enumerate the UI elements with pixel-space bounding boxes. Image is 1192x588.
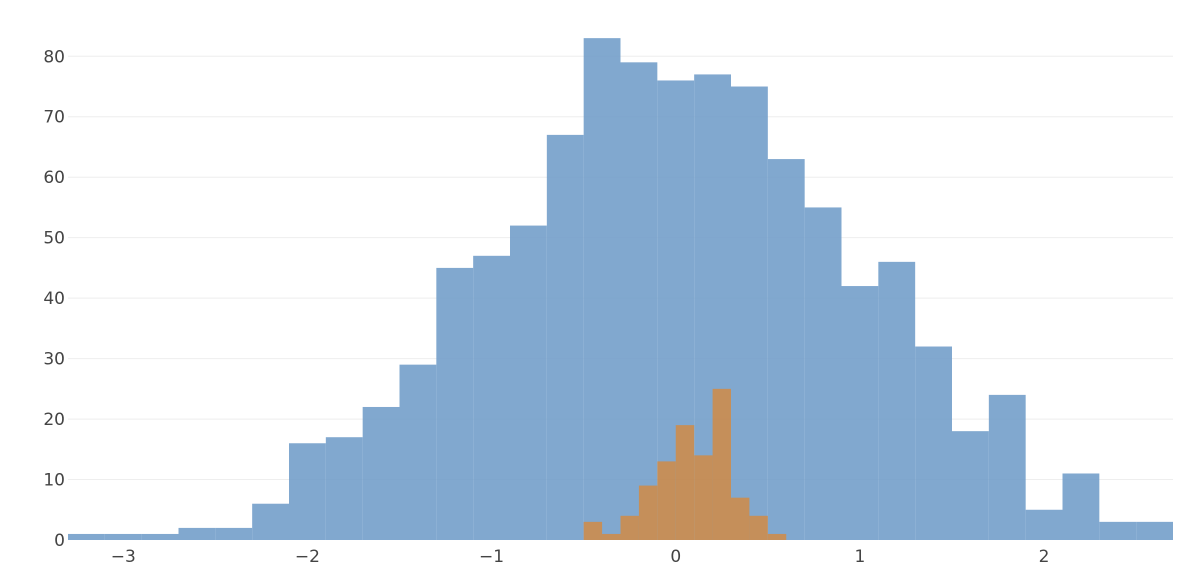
y-tick-label: 30 bbox=[43, 350, 65, 370]
histogram-bar bbox=[1062, 473, 1100, 540]
histogram-bar bbox=[141, 533, 179, 540]
y-tick-label: 80 bbox=[43, 47, 65, 67]
histogram-bar bbox=[362, 406, 400, 540]
histogram-bar bbox=[915, 346, 952, 540]
histogram-bar bbox=[1025, 509, 1063, 540]
histogram-bar bbox=[988, 394, 1026, 540]
y-tick-label: 10 bbox=[43, 471, 65, 491]
y-axis: 0 10 20 30 40 50 60 70 80 bbox=[43, 47, 65, 551]
x-tick-label: −3 bbox=[111, 547, 136, 567]
y-tick-label: 60 bbox=[43, 168, 65, 188]
histogram-bar bbox=[510, 225, 547, 540]
histogram-bar bbox=[178, 527, 216, 540]
histogram-bar bbox=[712, 388, 731, 540]
histogram-bar bbox=[767, 533, 787, 540]
histogram-bar bbox=[841, 286, 879, 540]
histogram-bar bbox=[767, 159, 805, 540]
histogram-bar bbox=[675, 425, 695, 540]
histogram-bar bbox=[731, 497, 750, 540]
histogram-bar bbox=[804, 207, 842, 540]
histogram-bar bbox=[1099, 521, 1137, 540]
x-tick-label: 0 bbox=[670, 547, 681, 567]
histogram-bar bbox=[620, 515, 639, 540]
x-tick-label: −2 bbox=[295, 547, 320, 567]
histogram-bar bbox=[952, 431, 989, 540]
histogram-bar bbox=[546, 134, 584, 540]
y-tick-label: 70 bbox=[43, 108, 65, 128]
y-tick-label: 50 bbox=[43, 229, 65, 249]
histogram-bar bbox=[583, 521, 603, 540]
histogram-bar bbox=[215, 527, 253, 540]
histogram-bar bbox=[104, 533, 142, 540]
histogram-bar bbox=[68, 533, 105, 540]
x-tick-label: 1 bbox=[855, 547, 866, 567]
x-tick-label: 2 bbox=[1039, 547, 1050, 567]
histogram-bar bbox=[657, 461, 676, 540]
histogram-bar bbox=[436, 267, 474, 540]
histogram-bar bbox=[620, 62, 658, 540]
histogram-bar bbox=[878, 261, 916, 540]
histogram-bar bbox=[602, 533, 621, 540]
histogram-bar bbox=[399, 364, 437, 540]
x-axis: −3 −2 −1 0 1 2 bbox=[111, 547, 1050, 567]
histogram-bar bbox=[1136, 521, 1173, 540]
histogram-bar bbox=[694, 455, 713, 540]
histogram-bars bbox=[68, 38, 1173, 541]
histogram-series-2 bbox=[583, 388, 787, 540]
x-tick-label: −1 bbox=[479, 547, 504, 567]
histogram-bar bbox=[749, 515, 768, 540]
histogram-bar bbox=[583, 38, 621, 541]
y-tick-label: 0 bbox=[54, 531, 65, 551]
histogram-bar bbox=[638, 485, 658, 540]
y-tick-label: 20 bbox=[43, 410, 65, 430]
histogram-bar bbox=[289, 443, 326, 540]
histogram-bar bbox=[731, 86, 768, 540]
y-tick-label: 40 bbox=[43, 289, 65, 309]
histogram-series-1 bbox=[68, 38, 1173, 541]
histogram-bar bbox=[473, 255, 510, 540]
histogram-bar bbox=[252, 503, 289, 540]
histogram-bar bbox=[325, 437, 363, 540]
